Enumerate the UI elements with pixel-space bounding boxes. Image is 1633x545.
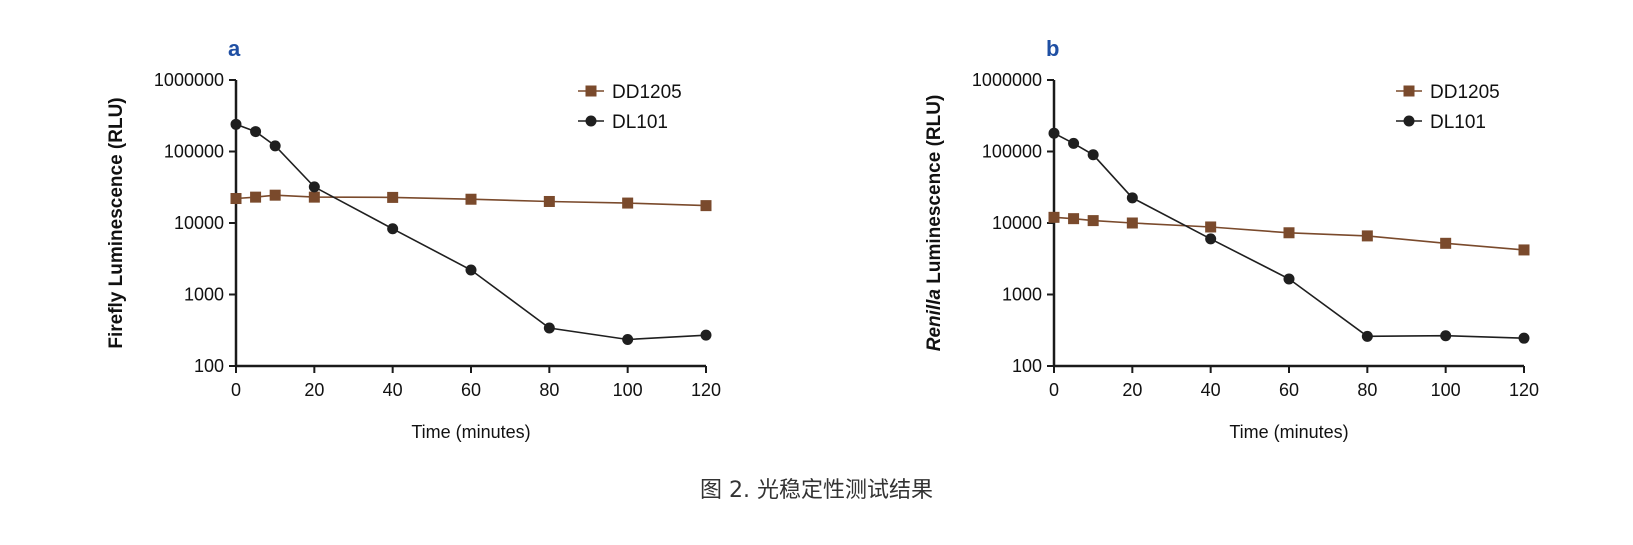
data-point: [230, 118, 242, 130]
x-tick-label: 80: [539, 380, 559, 400]
y-axis-label: Renilla Luminescence (RLU): [924, 95, 945, 352]
x-tick-label: 120: [1509, 380, 1539, 400]
series-DL101: [1048, 127, 1530, 344]
figure-caption: 图 2. 光稳定性测试结果: [700, 478, 933, 503]
data-point: [1361, 330, 1373, 342]
data-point: [1440, 330, 1452, 342]
data-point: [1440, 237, 1452, 249]
legend-entry: DL101: [1396, 112, 1486, 133]
legend-label: DL101: [1430, 112, 1486, 133]
data-point: [465, 193, 477, 205]
data-point: [1361, 230, 1373, 242]
data-point: [1283, 273, 1295, 285]
panel-letter: b: [1046, 36, 1059, 61]
y-tick-label: 10000: [174, 213, 224, 233]
data-point: [700, 200, 712, 212]
y-axis-label: Firefly Luminescence (RLU): [106, 97, 127, 348]
legend-marker: [1403, 115, 1415, 127]
x-tick-label: 80: [1357, 380, 1377, 400]
data-point: [465, 264, 477, 276]
legend-label: DD1205: [612, 82, 682, 103]
data-point: [387, 223, 399, 235]
series-DD1205: [1048, 211, 1530, 256]
series-DD1205: [230, 189, 712, 212]
y-tick-label: 1000000: [154, 70, 224, 90]
y-tick-label: 1000: [1002, 285, 1042, 305]
y-axis-label-part: Firefly Luminescence (RLU): [106, 97, 127, 348]
data-point: [308, 181, 320, 193]
data-point: [1283, 227, 1295, 239]
chart-panel-a: a 100 1000 10000 100000 1000000 0 20 40 60 80 100 12…: [106, 36, 721, 442]
data-point: [387, 191, 399, 203]
x-tick-label: 120: [691, 380, 721, 400]
data-point: [1087, 149, 1099, 161]
data-point: [1205, 221, 1217, 233]
x-tick-label: 20: [304, 380, 324, 400]
y-tick-label: 1000: [184, 285, 224, 305]
y-axis-label-part: Renilla: [924, 289, 945, 352]
x-axis-label: Time (minutes): [411, 422, 530, 442]
x-axis-label: Time (minutes): [1229, 422, 1348, 442]
data-point: [1126, 192, 1138, 204]
legend-marker: [1403, 85, 1415, 97]
data-point: [250, 191, 262, 203]
x-tick-label: 40: [1201, 380, 1221, 400]
x-tick-label: 60: [461, 380, 481, 400]
data-point: [622, 333, 634, 345]
series-DL101: [230, 118, 712, 345]
y-tick-label: 1000000: [972, 70, 1042, 90]
data-point: [622, 197, 634, 209]
data-point: [543, 195, 555, 207]
x-tick-label: 0: [231, 380, 241, 400]
data-point: [700, 329, 712, 341]
data-point: [308, 191, 320, 203]
data-point: [543, 322, 555, 334]
data-point: [269, 189, 281, 201]
legend-marker: [585, 115, 597, 127]
x-tick-label: 100: [1431, 380, 1461, 400]
data-point: [1087, 215, 1099, 227]
y-tick-label: 100: [194, 356, 224, 376]
data-point: [1068, 213, 1080, 225]
data-point: [269, 140, 281, 152]
data-point: [1048, 127, 1060, 139]
y-tick-label: 100000: [164, 142, 224, 162]
data-point: [1518, 332, 1530, 344]
legend-entry: DL101: [578, 112, 668, 133]
x-tick-label: 40: [383, 380, 403, 400]
data-point: [250, 126, 262, 138]
legend-entry: DD1205: [1396, 82, 1500, 103]
x-tick-label: 100: [613, 380, 643, 400]
x-tick-label: 60: [1279, 380, 1299, 400]
x-tick-label: 0: [1049, 380, 1059, 400]
data-point: [1205, 233, 1217, 245]
y-tick-label: 100000: [982, 142, 1042, 162]
series-line: [235, 123, 707, 341]
legend-entry: DD1205: [578, 82, 682, 103]
legend-marker: [585, 85, 597, 97]
x-tick-label: 20: [1122, 380, 1142, 400]
y-tick-label: 10000: [992, 213, 1042, 233]
legend-label: DL101: [612, 112, 668, 133]
panel-letter: a: [228, 36, 241, 61]
data-point: [230, 193, 242, 205]
y-tick-label: 100: [1012, 356, 1042, 376]
legend-label: DD1205: [1430, 82, 1500, 103]
chart-panel-b: b 100 1000 10000 100000 1000000 0 20 40 60 80 100 12…: [924, 36, 1539, 442]
data-point: [1518, 244, 1530, 256]
y-axis-label-part: Luminescence (RLU): [924, 95, 945, 289]
data-point: [1126, 217, 1138, 229]
data-point: [1048, 211, 1060, 223]
data-point: [1068, 137, 1080, 149]
